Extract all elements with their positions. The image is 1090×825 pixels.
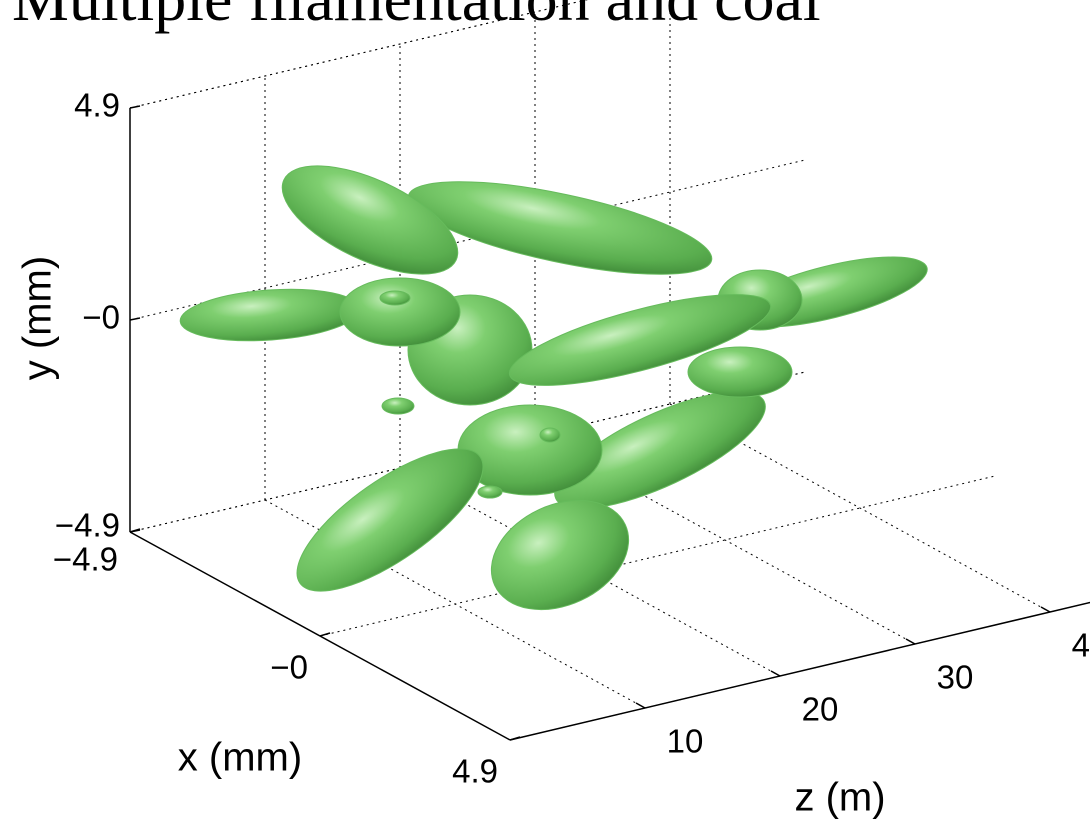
filament [379, 290, 411, 306]
filament [407, 181, 713, 275]
x-axis-label: x (mm) [178, 736, 302, 780]
z-tick-label: 10 [667, 723, 704, 760]
filament [508, 294, 772, 386]
z-tick-label: 40 [1072, 627, 1090, 664]
chart-title: Multiple filamentation and coal [12, 0, 821, 34]
filament [477, 485, 503, 499]
filament [490, 499, 630, 611]
filament [296, 448, 484, 592]
z-axis-line [509, 601, 1090, 741]
grid-line [129, 0, 588, 109]
x-tick-label: 4.9 [452, 753, 498, 790]
z-tick-label: 30 [937, 659, 974, 696]
z-tick [1040, 606, 1051, 613]
z-tick [905, 638, 916, 645]
y-tick [129, 317, 141, 321]
grid-line [129, 371, 806, 533]
z-tick [770, 670, 781, 677]
grid-line [319, 475, 996, 637]
z-tick-label: 20 [802, 691, 839, 728]
x-tick-label: −4.9 [53, 541, 118, 578]
z-axis-label: z (m) [794, 776, 885, 820]
filament [179, 288, 361, 342]
isosurface [179, 165, 928, 611]
x-tick [319, 632, 331, 637]
filament [381, 397, 415, 415]
filament [339, 277, 461, 347]
filament [539, 427, 561, 443]
y-tick [129, 105, 141, 109]
y-tick-label: −0 [82, 299, 120, 336]
z-tick [635, 702, 646, 709]
grid-line [509, 602, 1090, 741]
filament [687, 346, 793, 398]
y-tick-label: 4.9 [74, 87, 120, 124]
x-tick-label: −0 [270, 649, 308, 686]
y-tick-label: −4.9 [55, 507, 120, 544]
y-axis-label: y (mm) [16, 256, 60, 380]
x-tick [129, 528, 141, 533]
filament [554, 390, 766, 510]
filament [281, 165, 459, 275]
x-tick [509, 736, 521, 741]
